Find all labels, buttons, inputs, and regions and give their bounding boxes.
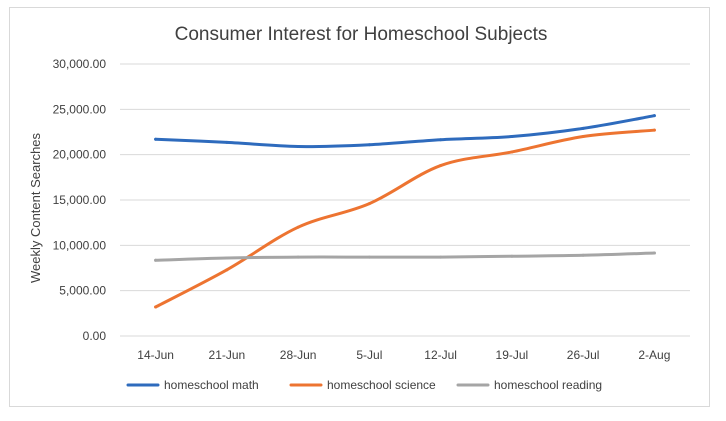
x-axis-ticks: 14-Jun 21-Jun 28-Jun 5-Jul 12-Jul 19-Jul 26-Ju… bbox=[137, 348, 670, 362]
data-point-homeschool-reading bbox=[581, 253, 585, 257]
data-point-homeschool-science bbox=[439, 164, 443, 168]
data-point-homeschool-science bbox=[154, 305, 158, 309]
x-tick-label: 14-Jun bbox=[137, 348, 174, 362]
y-tick-label: 30,000.00 bbox=[53, 57, 107, 71]
series-lines bbox=[154, 114, 656, 309]
data-point-homeschool-science bbox=[367, 202, 371, 206]
legend: homeschool math homeschool science homesch… bbox=[126, 378, 602, 392]
legend-label: homeschool math bbox=[164, 378, 259, 392]
x-tick-label: 19-Jul bbox=[496, 348, 529, 362]
data-point-homeschool-science bbox=[296, 225, 300, 229]
data-point-homeschool-math bbox=[154, 137, 158, 141]
data-point-homeschool-science bbox=[225, 268, 229, 272]
chart-frame: Consumer Interest for Homeschool Subject… bbox=[9, 7, 710, 407]
y-tick-label: 15,000.00 bbox=[53, 193, 107, 207]
data-point-homeschool-reading bbox=[154, 258, 158, 262]
y-axis-label: Weekly Content Searches bbox=[28, 132, 43, 283]
chart-title: Consumer Interest for Homeschool Subject… bbox=[175, 24, 548, 45]
data-point-homeschool-math bbox=[367, 143, 371, 147]
x-tick-label: 21-Jun bbox=[209, 348, 246, 362]
y-tick-label: 20,000.00 bbox=[53, 148, 107, 162]
data-point-homeschool-math bbox=[225, 140, 229, 144]
data-point-homeschool-reading bbox=[367, 255, 371, 259]
x-tick-label: 28-Jun bbox=[280, 348, 317, 362]
data-point-homeschool-math bbox=[510, 135, 514, 139]
x-tick-label: 5-Jul bbox=[356, 348, 382, 362]
x-tick-label: 12-Jul bbox=[424, 348, 457, 362]
data-point-homeschool-math bbox=[439, 138, 443, 142]
data-point-homeschool-science bbox=[581, 135, 585, 139]
data-point-homeschool-reading bbox=[439, 255, 443, 259]
line-chart: Consumer Interest for Homeschool Subject… bbox=[28, 24, 690, 392]
y-tick-label: 10,000.00 bbox=[53, 238, 107, 252]
data-point-homeschool-science bbox=[510, 150, 514, 154]
y-tick-label: 0.00 bbox=[83, 329, 107, 343]
series-line-homeschool-science bbox=[154, 128, 656, 309]
series-line-homeschool-reading bbox=[154, 251, 656, 262]
data-point-homeschool-reading bbox=[652, 251, 656, 255]
legend-label: homeschool reading bbox=[494, 378, 602, 392]
y-axis-ticks: 0.00 5,000.00 10,000.00 15,000.00 20,000.00 2… bbox=[53, 57, 107, 343]
y-tick-label: 5,000.00 bbox=[59, 284, 106, 298]
data-point-homeschool-reading bbox=[510, 254, 514, 258]
data-point-homeschool-science bbox=[652, 128, 656, 132]
gridlines bbox=[120, 63, 690, 337]
x-tick-label: 26-Jul bbox=[567, 348, 600, 362]
legend-label: homeschool science bbox=[327, 378, 436, 392]
y-tick-label: 25,000.00 bbox=[53, 102, 107, 116]
data-point-homeschool-math bbox=[652, 114, 656, 118]
data-point-homeschool-math bbox=[296, 145, 300, 149]
x-tick-label: 2-Aug bbox=[638, 348, 670, 362]
data-point-homeschool-reading bbox=[296, 255, 300, 259]
series-line-homeschool-math bbox=[154, 114, 656, 149]
data-point-homeschool-math bbox=[581, 126, 585, 130]
data-point-homeschool-reading bbox=[225, 256, 229, 260]
